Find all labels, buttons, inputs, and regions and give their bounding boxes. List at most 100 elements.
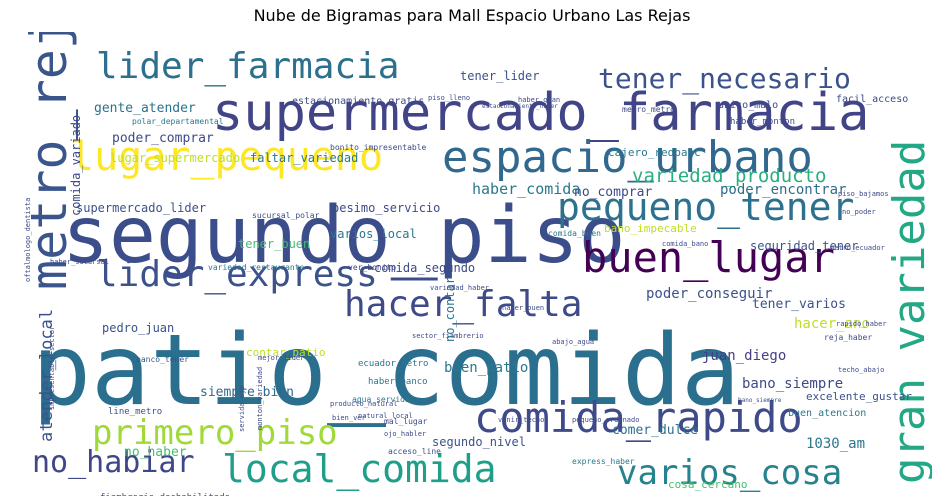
cloud-word: bonito_impresentable	[330, 143, 427, 152]
cloud-word: impresentable_sector	[48, 326, 56, 410]
cloud-word: hacer_falta	[344, 284, 582, 325]
cloud-word: supermercado_lider	[76, 201, 206, 215]
cloud-word: no_comprar	[574, 185, 652, 200]
cloud-word: piso_lleno	[428, 94, 470, 102]
cloud-word: banco_tener	[136, 355, 189, 364]
cloud-word: gran_variedad	[884, 140, 932, 484]
cloud-word: gente_atender	[94, 101, 196, 116]
cloud-word: buen_atencion	[788, 408, 866, 419]
cloud-word: lider_express	[96, 254, 378, 295]
cloud-word: estacionamiento_haber	[482, 103, 558, 110]
cloud-word: haber_buen	[502, 304, 544, 312]
cloud-word: haber_gran	[518, 96, 560, 104]
cloud-word: poder_comprar	[112, 131, 214, 146]
cloud-word: pequeno_tener	[557, 185, 854, 230]
cloud-word: no_habiar	[32, 445, 195, 480]
cloud-word: metro_metro	[622, 105, 675, 114]
cloud-word: haber_comida	[472, 180, 580, 198]
cloud-word: rapido_haber	[836, 320, 887, 328]
cloud-word: tener_necesario	[598, 62, 851, 96]
cloud-word: comida_variado	[69, 115, 83, 216]
cloud-word: tener_lider	[460, 69, 539, 83]
cloud-word: sector_fiambrerio	[412, 332, 484, 340]
cloud-word: line_metro	[108, 407, 162, 417]
cloud-word: local_comida	[222, 447, 497, 492]
cloud-word: atender_local	[37, 309, 57, 442]
cloud-word: contar_patio	[246, 346, 325, 359]
cloud-word: ver_bonito	[348, 263, 396, 272]
cloud-word: acceso_line	[388, 447, 441, 456]
cloud-word: no_contar	[443, 277, 457, 342]
cloud-word: variedad_restaurante	[208, 263, 305, 272]
chart-title: Nube de Bigramas para Mall Espacio Urban…	[253, 6, 691, 25]
cloud-word: lugar_supermercado	[110, 151, 240, 165]
cloud-word: cosa_cercano	[668, 478, 747, 491]
cloud-word: poder_encontrar	[720, 182, 846, 198]
cloud-word: tener_buen	[238, 237, 310, 251]
cloud-word: segundo_nivel	[432, 435, 526, 449]
cloud-word: venir_techo	[498, 416, 544, 424]
cloud-word: espacio_urbano	[442, 132, 813, 183]
cloud-word: facil_acceso	[836, 94, 908, 105]
cloud-word: natural_local	[358, 412, 413, 420]
cloud-word: reja_haber	[824, 333, 872, 342]
cloud-word: comida_buen	[548, 229, 601, 238]
cloud-word: mejor_lider	[258, 354, 304, 362]
cloud-word: excelente_gustar	[806, 390, 912, 403]
cloud-word: supermercado_farmacia	[212, 83, 869, 143]
cloud-word: patio_comida	[32, 314, 740, 428]
cloud-word: pesimo_servicio	[332, 201, 440, 215]
cloud-word: servida_ojo	[238, 386, 246, 432]
cloud-word: juan_diego	[702, 348, 786, 364]
cloud-word: tener_varios	[752, 297, 846, 312]
cloud-word: fiambrerio_deshabilitado	[100, 493, 230, 496]
cloud-word: lugar_pequeno	[70, 134, 383, 180]
word-cloud: patio_comida segundo_piso supermercado_far…	[12, 32, 932, 496]
cloud-word: comida_bano	[662, 240, 708, 248]
cloud-word: varios_local	[330, 227, 417, 241]
cloud-word: bano_impecable	[604, 222, 697, 235]
cloud-word: seguridad_tener	[750, 239, 858, 253]
cloud-word: comida_rapido	[474, 393, 803, 442]
cloud-word: metro_reja	[20, 32, 78, 290]
cloud-word: no_haber	[124, 445, 187, 460]
cloud-word: haber_sucursal	[50, 258, 109, 266]
cloud-word: primero_piso	[92, 413, 338, 453]
cloud-word: siempre_bien	[200, 385, 294, 400]
cloud-word: lider_farmacia	[96, 46, 399, 87]
cloud-word: variedad_producto	[632, 165, 826, 187]
cloud-word: abajo_agua	[552, 338, 594, 346]
cloud-word: bano_siempre	[738, 397, 782, 404]
cloud-word: bano_siempre	[742, 376, 843, 392]
cloud-word: cajero_redbanc	[608, 146, 701, 159]
cloud-word: bien_ver	[332, 414, 366, 422]
cloud-word: polar_departamental	[132, 117, 224, 126]
cloud-word: ojo_habler	[384, 430, 426, 438]
cloud-word: mal_lugar	[384, 417, 428, 426]
cloud-word: pedro_juan	[102, 321, 174, 335]
cloud-word: buen_patio	[444, 360, 528, 376]
cloud-word: techo_abajo	[838, 366, 884, 374]
cloud-word: no_poder	[842, 208, 876, 216]
cloud-word: hacer_ano	[794, 316, 870, 332]
cloud-word: variedad_haber	[430, 284, 489, 292]
cloud-word: estacionamiento_gratis	[292, 96, 424, 107]
cloud-word: producto_natural	[330, 400, 397, 408]
cloud-word: metro_ecuador	[830, 244, 885, 252]
cloud-word: ecuador_metro	[358, 359, 428, 369]
cloud-word: haber_banco	[368, 377, 428, 387]
cloud-word: express_haber	[572, 457, 635, 466]
cloud-word: segundo_piso	[62, 191, 626, 281]
cloud-word: monton_variedad	[256, 367, 264, 430]
cloud-word: piso_bajamos	[838, 190, 889, 198]
cloud-word: poder_conseguir	[646, 286, 772, 302]
cloud-word: comida_segundo	[374, 261, 475, 275]
cloud-word: comer_dulce	[612, 423, 698, 438]
cloud-word: buen_lugar	[582, 233, 835, 282]
cloud-word: varios_cosa	[617, 453, 842, 493]
word-cloud-canvas: patio_comida segundo_piso supermercado_far…	[20, 32, 932, 496]
cloud-word: faltar_variedad	[250, 151, 358, 165]
cloud-word: oftalmologo_dentista	[24, 198, 32, 282]
cloud-word: haber_monton	[730, 117, 795, 127]
cloud-word: 1030_am	[806, 436, 865, 452]
